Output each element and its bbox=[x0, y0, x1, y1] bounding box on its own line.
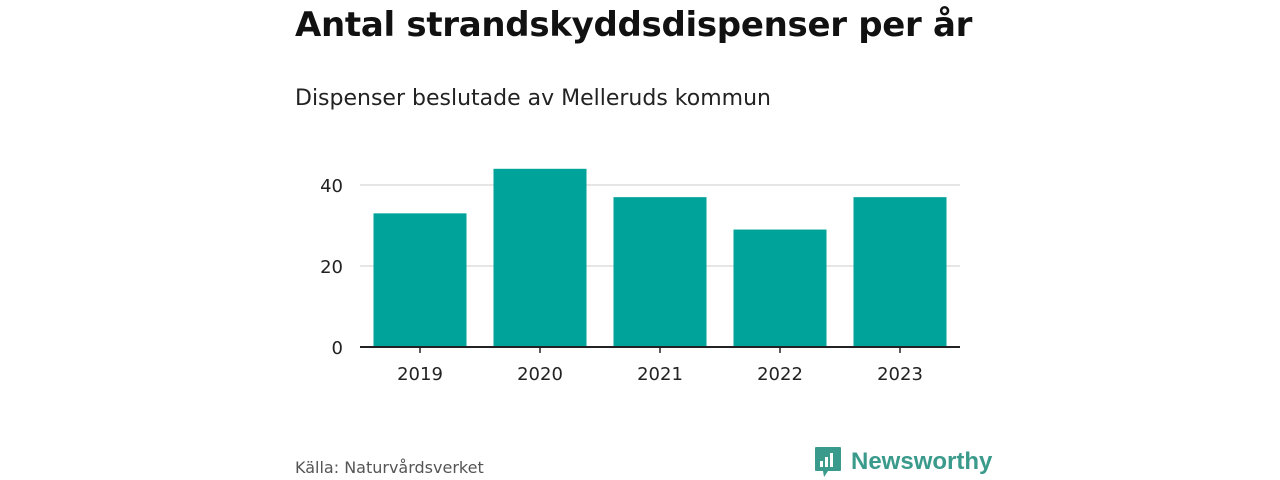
y-tick-label: 0 bbox=[332, 338, 343, 359]
x-tick-label: 2022 bbox=[757, 364, 803, 385]
brand-lockup: Newsworthy bbox=[814, 446, 992, 478]
bar-2019 bbox=[373, 213, 467, 347]
bar-2021 bbox=[613, 197, 707, 347]
x-tick-label: 2023 bbox=[877, 364, 923, 385]
bar-2020 bbox=[493, 168, 587, 347]
bar-2022 bbox=[733, 229, 827, 347]
chart-subtitle: Dispenser beslutade av Melleruds kommun bbox=[295, 86, 771, 111]
chart-title: Antal strandskyddsdispenser per år bbox=[295, 5, 973, 45]
bar-2023 bbox=[853, 197, 947, 347]
x-axis-labels: 2019 2020 2021 2022 2023 bbox=[397, 347, 923, 385]
y-axis-ticks: 0 20 40 bbox=[320, 176, 343, 359]
x-tick-label: 2021 bbox=[637, 364, 683, 385]
x-tick-label: 2020 bbox=[517, 364, 563, 385]
bar-chart-speech-bubble-icon bbox=[815, 447, 841, 477]
brand-name: Newsworthy bbox=[851, 448, 993, 475]
y-tick-label: 40 bbox=[320, 176, 343, 197]
x-tick-label: 2019 bbox=[397, 364, 443, 385]
source-note: Källa: Naturvårdsverket bbox=[295, 458, 484, 477]
bars bbox=[373, 168, 947, 347]
y-tick-label: 20 bbox=[320, 257, 343, 278]
